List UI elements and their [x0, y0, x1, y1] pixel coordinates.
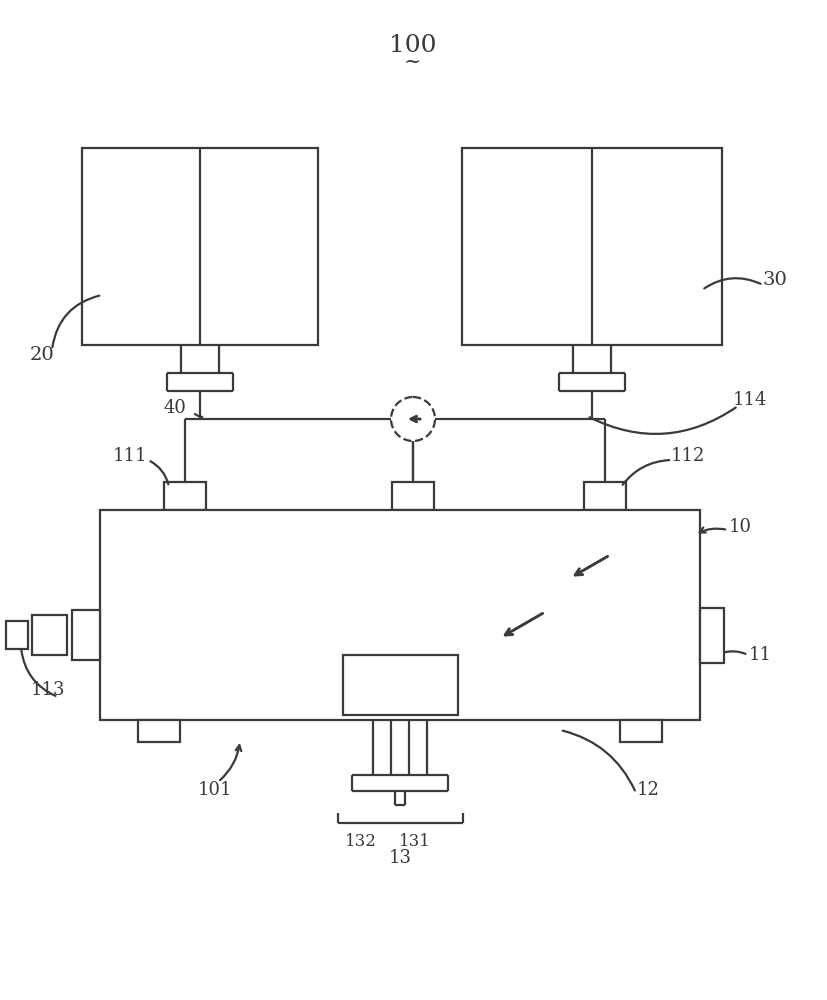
Text: 131: 131 — [399, 832, 431, 850]
Text: 114: 114 — [733, 391, 767, 409]
Text: 40: 40 — [164, 399, 186, 417]
Bar — [392, 482, 434, 510]
Bar — [82, 148, 318, 345]
Text: 30: 30 — [762, 271, 787, 289]
Text: 101: 101 — [198, 781, 232, 799]
Bar — [6, 621, 28, 649]
Bar — [584, 482, 626, 510]
Bar — [164, 482, 206, 510]
Text: ~: ~ — [404, 52, 422, 72]
Text: 12: 12 — [637, 781, 659, 799]
Circle shape — [391, 397, 435, 441]
Text: 11: 11 — [748, 646, 772, 664]
Text: 100: 100 — [390, 33, 437, 56]
Text: 20: 20 — [30, 346, 55, 364]
Text: 112: 112 — [671, 447, 705, 465]
Text: 132: 132 — [345, 832, 377, 850]
Bar — [343, 655, 458, 715]
Bar — [72, 610, 100, 660]
Bar — [700, 608, 724, 663]
Text: 10: 10 — [729, 518, 752, 536]
Bar — [100, 510, 700, 720]
Text: 113: 113 — [31, 681, 65, 699]
Bar — [462, 148, 722, 345]
Bar — [32, 615, 67, 655]
Bar — [620, 720, 662, 742]
Text: 13: 13 — [389, 849, 412, 867]
Text: 111: 111 — [112, 447, 147, 465]
Bar — [138, 720, 180, 742]
